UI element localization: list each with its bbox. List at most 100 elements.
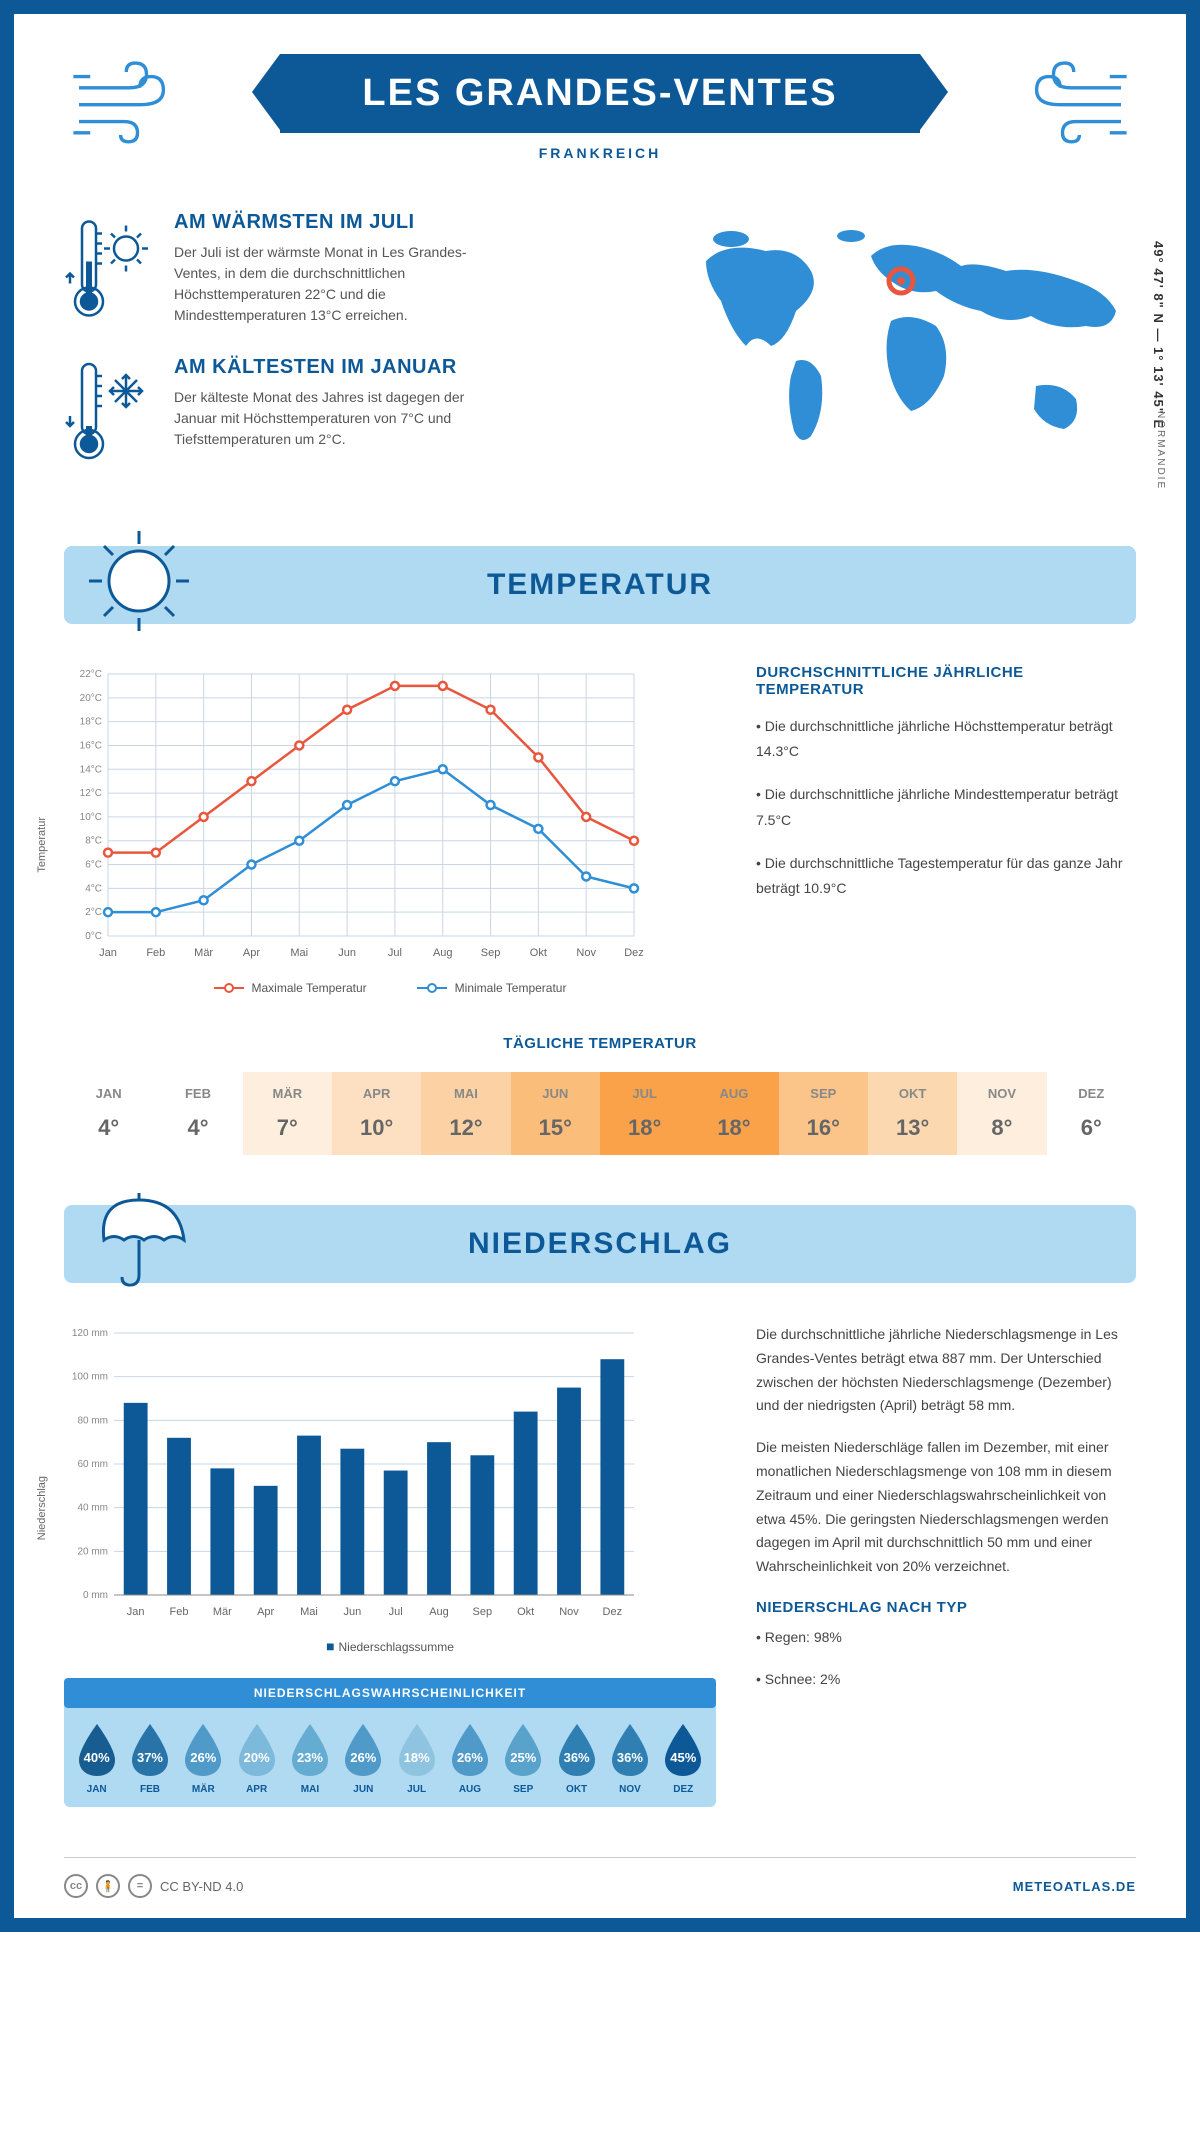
avg-temp-bullet: • Die durchschnittliche jährliche Höchst… xyxy=(756,714,1136,764)
svg-text:Mai: Mai xyxy=(290,947,308,959)
precip-type-title: NIEDERSCHLAG NACH TYP xyxy=(756,1599,1136,1616)
precip-type-item: • Schnee: 2% xyxy=(756,1668,1136,1692)
svg-text:10°C: 10°C xyxy=(80,812,102,823)
probability-title: NIEDERSCHLAGSWAHRSCHEINLICHKEIT xyxy=(64,1678,716,1708)
avg-temp-title: DURCHSCHNITTLICHE JÄHRLICHE TEMPERATUR xyxy=(756,664,1136,698)
svg-text:80 mm: 80 mm xyxy=(77,1415,108,1426)
probability-drop: 36% NOV xyxy=(608,1722,652,1795)
sun-icon xyxy=(84,526,194,636)
svg-text:Okt: Okt xyxy=(530,947,547,959)
svg-text:Nov: Nov xyxy=(559,1606,579,1618)
coldest-fact: AM KÄLTESTEN IM JANUAR Der kälteste Mona… xyxy=(64,356,636,466)
precipitation-summary: Die durchschnittliche jährliche Niedersc… xyxy=(756,1323,1136,1807)
daily-temp-cell: APR10° xyxy=(332,1072,421,1155)
svg-text:Jul: Jul xyxy=(388,947,402,959)
footer: cc 🧍 = CC BY-ND 4.0 METEOATLAS.DE xyxy=(64,1857,1136,1898)
svg-text:100 mm: 100 mm xyxy=(72,1372,108,1383)
svg-text:4°C: 4°C xyxy=(85,883,102,894)
svg-text:Aug: Aug xyxy=(433,947,453,959)
nd-icon: = xyxy=(128,1874,152,1898)
coldest-title: AM KÄLTESTEN IM JANUAR xyxy=(174,356,494,379)
svg-text:20°C: 20°C xyxy=(80,693,102,704)
world-map-icon xyxy=(676,211,1136,471)
probability-drop: 40% JAN xyxy=(75,1722,119,1795)
temperature-chart: Temperatur 0°C2°C4°C6°C8°C10°C12°C14°C16… xyxy=(64,664,716,995)
license-badges: cc 🧍 = CC BY-ND 4.0 xyxy=(64,1874,243,1898)
svg-text:Aug: Aug xyxy=(429,1606,449,1618)
umbrella-icon xyxy=(84,1185,194,1295)
svg-text:Sep: Sep xyxy=(473,1606,493,1618)
svg-text:Sep: Sep xyxy=(481,947,501,959)
temp-legend: Maximale Temperatur Minimale Temperatur xyxy=(64,981,716,995)
svg-text:2°C: 2°C xyxy=(85,907,102,918)
probability-drop: 26% AUG xyxy=(448,1722,492,1795)
license-text: CC BY-ND 4.0 xyxy=(160,1879,243,1894)
probability-drop: 20% APR xyxy=(235,1722,279,1795)
svg-text:Okt: Okt xyxy=(517,1606,534,1618)
svg-text:16°C: 16°C xyxy=(80,740,102,751)
coldest-text: Der kälteste Monat des Jahres ist dagege… xyxy=(174,387,494,450)
svg-text:18°C: 18°C xyxy=(80,717,102,728)
by-icon: 🧍 xyxy=(96,1874,120,1898)
temperature-summary: DURCHSCHNITTLICHE JÄHRLICHE TEMPERATUR •… xyxy=(756,664,1136,995)
daily-temp-title: TÄGLICHE TEMPERATUR xyxy=(64,1035,1136,1052)
temp-y-axis-label: Temperatur xyxy=(36,817,48,873)
precip-legend: Niederschlagssumme xyxy=(64,1638,716,1654)
wind-icon xyxy=(1016,54,1136,144)
svg-text:Mär: Mär xyxy=(194,947,213,959)
daily-temp-cell: JAN4° xyxy=(64,1072,153,1155)
svg-text:Dez: Dez xyxy=(624,947,644,959)
probability-drop: 25% SEP xyxy=(501,1722,545,1795)
svg-text:6°C: 6°C xyxy=(85,860,102,871)
avg-temp-bullet: • Die durchschnittliche Tagestemperatur … xyxy=(756,851,1136,901)
svg-text:Nov: Nov xyxy=(576,947,596,959)
probability-drop: 45% DEZ xyxy=(661,1722,705,1795)
daily-temp-cell: FEB4° xyxy=(153,1072,242,1155)
daily-temp-cell: JUN15° xyxy=(511,1072,600,1155)
probability-drop: 26% MÄR xyxy=(181,1722,225,1795)
svg-text:Feb: Feb xyxy=(170,1606,189,1618)
warmest-text: Der Juli ist der wärmste Monat in Les Gr… xyxy=(174,242,494,326)
svg-text:0°C: 0°C xyxy=(85,931,102,942)
probability-drop: 36% OKT xyxy=(555,1722,599,1795)
svg-text:60 mm: 60 mm xyxy=(77,1459,108,1470)
svg-text:40 mm: 40 mm xyxy=(77,1503,108,1514)
header: LES GRANDES-VENTES FRANKREICH xyxy=(64,54,1136,161)
svg-text:Jan: Jan xyxy=(127,1606,145,1618)
svg-text:Jun: Jun xyxy=(343,1606,361,1618)
svg-text:Mai: Mai xyxy=(300,1606,318,1618)
location-title: LES GRANDES-VENTES xyxy=(340,72,860,115)
map-column: 49° 47' 8" N — 1° 13' 45" E NORMANDIE xyxy=(676,211,1136,476)
cc-icon: cc xyxy=(64,1874,88,1898)
coordinates: 49° 47' 8" N — 1° 13' 45" E xyxy=(1151,241,1166,429)
svg-text:14°C: 14°C xyxy=(80,764,102,775)
svg-text:Apr: Apr xyxy=(257,1606,274,1618)
svg-text:120 mm: 120 mm xyxy=(72,1328,108,1339)
svg-text:Dez: Dez xyxy=(603,1606,623,1618)
daily-temp-cell: MAI12° xyxy=(421,1072,510,1155)
facts-column: AM WÄRMSTEN IM JULI Der Juli ist der wär… xyxy=(64,211,636,496)
svg-text:Apr: Apr xyxy=(243,947,260,959)
thermometer-hot-icon xyxy=(64,211,154,326)
daily-temp-cell: MÄR7° xyxy=(243,1072,332,1155)
daily-temp-cell: AUG18° xyxy=(689,1072,778,1155)
svg-text:Jul: Jul xyxy=(389,1606,403,1618)
precip-paragraph: Die meisten Niederschläge fallen im Deze… xyxy=(756,1436,1136,1579)
daily-temp-cell: DEZ6° xyxy=(1047,1072,1136,1155)
legend-min-label: Minimale Temperatur xyxy=(455,981,567,995)
daily-temp-table: JAN4°FEB4°MÄR7°APR10°MAI12°JUN15°JUL18°A… xyxy=(64,1072,1136,1155)
warmest-title: AM WÄRMSTEN IM JULI xyxy=(174,211,494,234)
daily-temp-cell: JUL18° xyxy=(600,1072,689,1155)
svg-text:12°C: 12°C xyxy=(80,788,102,799)
svg-text:Jan: Jan xyxy=(99,947,117,959)
svg-text:8°C: 8°C xyxy=(85,836,102,847)
svg-text:0 mm: 0 mm xyxy=(83,1590,108,1601)
precipitation-banner: NIEDERSCHLAG xyxy=(64,1205,1136,1283)
warmest-fact: AM WÄRMSTEN IM JULI Der Juli ist der wär… xyxy=(64,211,636,326)
avg-temp-bullet: • Die durchschnittliche jährliche Mindes… xyxy=(756,782,1136,832)
svg-text:Mär: Mär xyxy=(213,1606,232,1618)
svg-text:22°C: 22°C xyxy=(80,669,102,680)
thermometer-cold-icon xyxy=(64,356,154,466)
daily-temp-cell: OKT13° xyxy=(868,1072,957,1155)
title-banner: LES GRANDES-VENTES xyxy=(280,54,920,133)
